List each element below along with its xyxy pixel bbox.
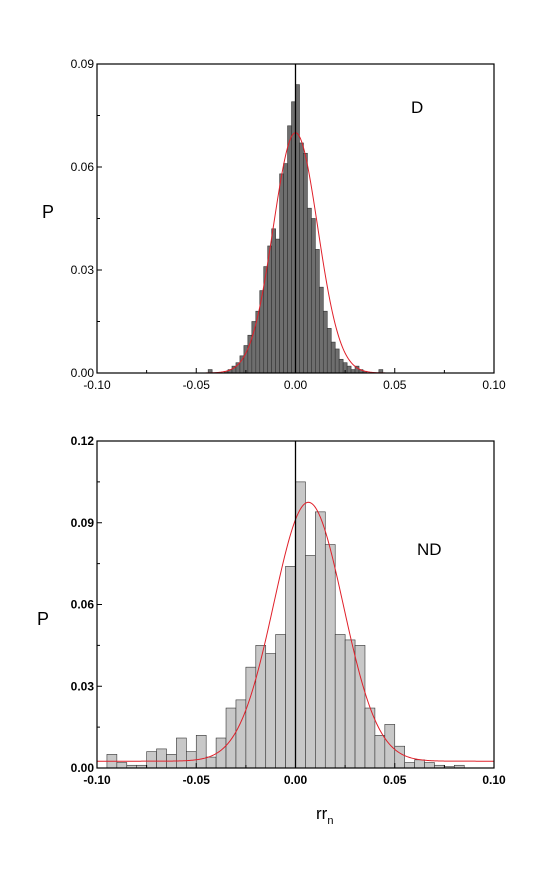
panel-nd-histogram-bar	[255, 645, 267, 769]
panel-d-y-axis: 0.00 0.03 0.06 0.09	[71, 57, 102, 380]
panel-nd-x-tick-label: 0.10	[482, 773, 506, 787]
panel-d-y-tick-label: 0.00	[71, 366, 95, 380]
panel-d-x-tick-label: -0.05	[183, 378, 211, 392]
panel-nd-y-tick-label: 0.06	[71, 598, 95, 612]
panel-nd-histogram-bar	[404, 762, 415, 769]
panel-nd-y-axis: 0.00 0.03 0.06 0.09 0.12	[71, 434, 102, 775]
panel-nd-histogram-bar	[315, 511, 326, 769]
panel-d-histogram-bar	[330, 341, 336, 374]
panel-d-histogram-bar	[267, 245, 272, 374]
panel-nd-histogram-bar	[146, 751, 157, 769]
panel-d: 0.000.030.060.09 -0.10 -0.05 0.00 0.05 0.10 …	[42, 57, 506, 392]
panel-nd-histogram-bar	[384, 724, 396, 769]
panel-nd-histogram-bar	[305, 555, 316, 769]
panel-nd-histogram-bar	[265, 653, 276, 769]
panel-d-histogram-bar	[303, 152, 308, 374]
panel-d-histogram-bar	[287, 125, 292, 374]
panel-d-histogram-bar	[251, 321, 257, 374]
panel-d-x-tick-label: -0.10	[83, 378, 111, 392]
panel-nd-histogram-bar	[205, 756, 217, 769]
panel-nd-x-tick-label: -0.10	[83, 773, 111, 787]
panel-nd-histogram-bar	[374, 734, 386, 769]
panel-nd-histogram-bar	[295, 481, 306, 769]
panel-d-x-tick-label: 0.10	[482, 378, 506, 392]
panel-d-histogram-bar	[271, 228, 276, 374]
panel-nd-histogram-bar	[156, 748, 167, 769]
panel-nd-x-tick-label: 0.05	[383, 773, 407, 787]
panel-nd-histogram-bar	[235, 699, 247, 769]
panel-d-y-tick-label: 0.09	[71, 57, 95, 71]
x-axis-label-main: rr	[316, 804, 328, 823]
panel-nd-y-axis-label: P	[37, 609, 49, 629]
panel-d-histogram-bar	[319, 286, 324, 374]
panel-d-label: D	[411, 98, 423, 117]
panel-nd-label: ND	[417, 540, 442, 559]
panel-nd-histogram-bar	[116, 762, 128, 769]
panel-d-histogram-bar	[279, 173, 284, 374]
panel-nd-y-tick-label: 0.03	[71, 679, 95, 693]
panel-nd-histogram-bar	[344, 639, 356, 769]
panel-d-histogram-bar	[322, 310, 328, 374]
panel-nd-histogram-bar	[225, 707, 237, 769]
panel-d-histogram-bar	[275, 238, 280, 374]
panel-d-x-tick-label: 0.05	[383, 378, 407, 392]
panel-nd-histogram-bar	[285, 566, 296, 769]
panel-nd-histogram-bar	[275, 634, 286, 769]
panel-nd-x-axis-label: rrn	[316, 804, 333, 827]
panel-d-y-axis-label: P	[42, 202, 54, 222]
panel-nd-histogram-bar	[424, 762, 435, 769]
panel-nd-histogram-bar	[394, 745, 405, 769]
panel-nd-histogram-bar	[176, 737, 187, 769]
panel-d-histogram-bar	[338, 358, 344, 374]
panel-nd-histogram-bar	[195, 734, 207, 769]
panel-nd-y-tick-label: 0.12	[71, 434, 95, 448]
panel-d-histogram-bar	[326, 328, 332, 374]
panel-d-x-axis: -0.10 -0.05 0.00 0.05 0.10	[83, 368, 506, 392]
panel-nd-y-tick-label: 0.00	[71, 761, 95, 775]
panel-d-y-tick-label: 0.06	[71, 160, 95, 174]
panel-nd-histogram-bar	[245, 666, 257, 769]
panel-nd: 0.00 0.03 0.06 0.09 0.12 -0.10 -0.05 0.00 0.05 0…	[37, 434, 506, 827]
panel-nd-y-tick-label: 0.09	[71, 516, 95, 530]
panel-d-histogram-bar	[315, 249, 320, 374]
panel-d-histogram-bar	[311, 218, 316, 374]
panel-nd-x-axis: -0.10 -0.05 0.00 0.05 0.10	[83, 763, 506, 787]
panel-d-x-tick-label: 0.00	[284, 378, 308, 392]
panel-nd-bars	[106, 481, 465, 769]
panel-d-histogram-bar	[307, 207, 312, 374]
panel-d-histogram-bar	[346, 365, 352, 374]
panel-nd-histogram-bar	[324, 544, 336, 769]
panel-d-histogram-bar	[283, 163, 288, 374]
panel-d-histogram-bar	[299, 142, 304, 374]
panel-nd-histogram-bar	[414, 759, 425, 769]
panel-d-bars	[207, 84, 384, 374]
x-axis-label-subscript: n	[327, 815, 333, 827]
panel-nd-x-tick-label: 0.00	[284, 773, 308, 787]
panel-nd-x-tick-label: -0.05	[183, 773, 211, 787]
panel-nd-histogram-bar	[334, 634, 346, 769]
panel-d-histogram-bar	[334, 348, 340, 374]
panel-d-y-tick-label: 0.03	[71, 263, 95, 277]
